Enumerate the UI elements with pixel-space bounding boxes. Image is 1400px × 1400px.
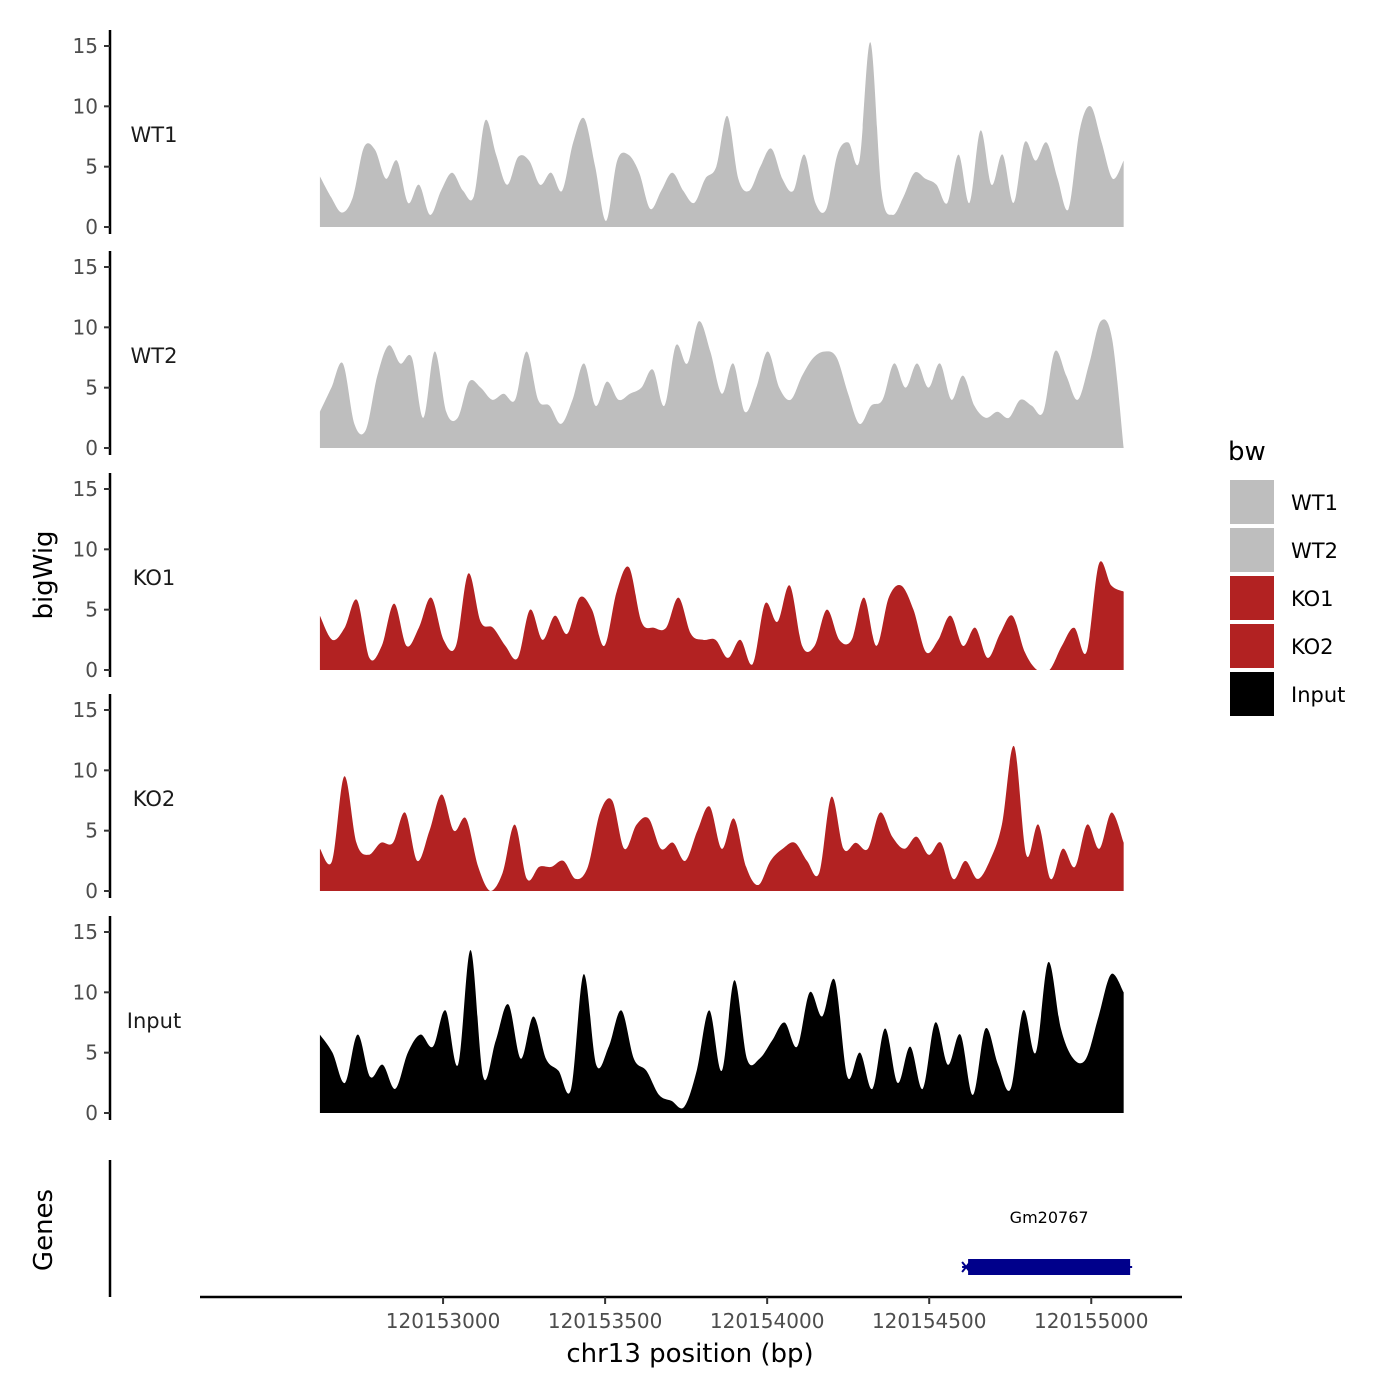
track-ko1: 0 5 10 15 KO1 [73,473,1124,682]
gene-label: Gm20767 [1010,1208,1089,1227]
legend-title: bw [1228,437,1266,467]
legend-key [1230,528,1274,572]
track-wt1: 0 5 10 15 WT1 [73,30,1124,239]
y-axis-title: bigWig [29,530,59,619]
x-tick-label: 120155000 [1034,1309,1149,1333]
track-label: KO1 [133,566,176,590]
legend-label: WT1 [1291,491,1338,515]
y-tick-label: 15 [73,920,98,944]
track-label: KO2 [133,787,176,811]
x-axis: 120153000 120153500 120154000 120154500 1201… [200,1295,1182,1333]
strand-arrow-icon [961,1261,971,1273]
legend-item-wt2: WT2 [1230,528,1338,572]
legend-label: Input [1291,683,1345,707]
gene-gm20767: Gm20767 [961,1208,1133,1275]
legend-key [1230,624,1274,668]
y-tick-label: 0 [85,879,98,903]
track-label: Input [127,1009,181,1033]
area-ko1 [319,561,1124,670]
legend-key [1230,672,1274,716]
gene-track: Gm20767 [108,1160,1133,1297]
legend-key [1230,480,1274,524]
legend-item-ko2: KO2 [1230,624,1334,668]
x-tick-label: 120153000 [386,1309,501,1333]
y-tick-label: 5 [85,1041,98,1065]
area-wt2 [319,319,1124,448]
y-tick-label: 15 [73,34,98,58]
y-tick-label: 5 [85,155,98,179]
y-tick-label: 10 [73,980,98,1004]
track-input: 0 5 10 15 Input [73,916,1124,1125]
legend-label: KO1 [1291,587,1334,611]
gene-body [968,1259,1131,1275]
legend-label: WT2 [1291,539,1338,563]
y-tick-label: 10 [73,758,98,782]
x-axis-title: chr13 position (bp) [566,1339,813,1369]
y-tick-label: 10 [73,537,98,561]
y-tick-label: 10 [73,315,98,339]
y-tick-label: 5 [85,598,98,622]
area-wt1 [319,42,1124,227]
track-ko2: 0 5 10 15 KO2 [73,694,1124,903]
y-tick-label: 0 [85,658,98,682]
track-label: WT2 [131,344,178,368]
x-tick-label: 120153500 [548,1309,663,1333]
area-input [319,950,1124,1113]
x-tick-label: 120154500 [872,1309,987,1333]
tracks: 0 5 10 15 WT1 0 5 10 15 WT2 0 5 10 15 KO1 0 5 10 15 KO2 0 5 10… [73,30,1124,1125]
legend-label: KO2 [1291,635,1334,659]
legend-item-ko1: KO1 [1230,576,1334,620]
legend-key [1230,576,1274,620]
area-ko2 [319,745,1124,891]
y-tick-label: 10 [73,94,98,118]
y-tick-label: 0 [85,215,98,239]
y-tick-label: 5 [85,819,98,843]
y-tick-label: 15 [73,698,98,722]
track-wt2: 0 5 10 15 WT2 [73,251,1124,460]
genes-axis-title: Genes [29,1189,59,1271]
y-tick-label: 5 [85,376,98,400]
y-tick-label: 15 [73,477,98,501]
y-tick-label: 15 [73,255,98,279]
track-label: WT1 [131,123,178,147]
y-tick-label: 0 [85,436,98,460]
x-tick-label: 120154000 [710,1309,825,1333]
legend-item-wt1: WT1 [1230,480,1338,524]
legend-item-input: Input [1230,672,1345,716]
y-tick-label: 0 [85,1101,98,1125]
legend: bw WT1 WT2 KO1 KO2 Input [1228,437,1345,716]
